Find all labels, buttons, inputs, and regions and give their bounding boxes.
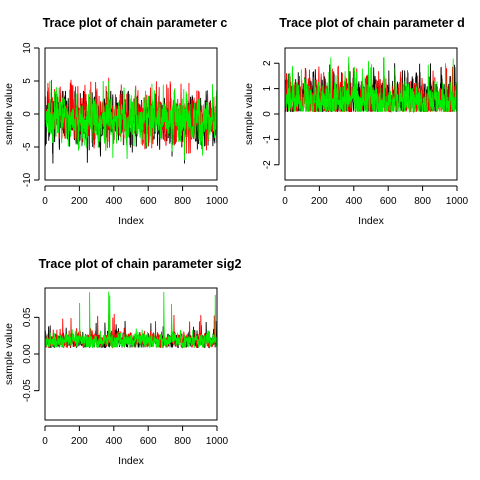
trace-line-2 bbox=[285, 65, 457, 114]
trace-line-3 bbox=[285, 56, 457, 114]
chart-title: Trace plot of chain parameter d bbox=[279, 16, 464, 30]
y-axis-label: sample value bbox=[3, 323, 15, 385]
y-tick-label: -5 bbox=[22, 142, 33, 151]
y-tick-label: -2 bbox=[262, 160, 273, 169]
x-tick-label: 800 bbox=[174, 436, 191, 447]
x-tick-label: 1000 bbox=[206, 196, 229, 207]
x-tick-label: 0 bbox=[42, 196, 48, 207]
x-tick-label: 200 bbox=[71, 196, 88, 207]
chart-panel-3: 0 200 400 600 800 1000 -0.05 0.00 0.05 Trace plot… bbox=[3, 257, 241, 467]
y-tick-label: 0 bbox=[262, 111, 273, 117]
x-tick-label: 200 bbox=[71, 436, 88, 447]
plot-box bbox=[44, 47, 218, 181]
trace-line-3 bbox=[45, 291, 217, 349]
x-tick-label: 0 bbox=[42, 436, 48, 447]
y-axis-label: sample value bbox=[243, 83, 255, 145]
chart-panel-1: 0 200 400 600 800 1000 -10 -5 0 5 10 Trace plot of … bbox=[3, 16, 229, 227]
y-tick-label: -1 bbox=[262, 135, 273, 144]
y-tick-label: 5 bbox=[22, 78, 33, 84]
x-tick-label: 1000 bbox=[446, 196, 469, 207]
chart-panel-2: 0 200 400 600 800 1000 -2 -1 0 1 2 Trace plot of ch… bbox=[243, 16, 469, 227]
y-tick-label: 0.05 bbox=[22, 307, 33, 327]
x-tick-label: 400 bbox=[105, 436, 122, 447]
x-axis-label: Index bbox=[118, 215, 144, 227]
y-tick-label: 1 bbox=[262, 85, 273, 91]
x-tick-label: 800 bbox=[414, 196, 431, 207]
y-axis-label: sample value bbox=[3, 83, 15, 145]
y-tick-label: -0.05 bbox=[22, 379, 33, 402]
chart-title: Trace plot of chain parameter sig2 bbox=[39, 257, 242, 271]
chart-title: Trace plot of chain parameter c bbox=[43, 16, 228, 30]
plot-box bbox=[284, 47, 458, 181]
trace-line-3 bbox=[45, 80, 217, 161]
y-tick-label: 0.00 bbox=[22, 344, 33, 364]
y-tick-label: 2 bbox=[262, 60, 273, 66]
x-tick-label: 600 bbox=[140, 196, 157, 207]
x-tick-label: 0 bbox=[282, 196, 288, 207]
y-tick-label: 0 bbox=[22, 111, 33, 117]
x-tick-label: 400 bbox=[345, 196, 362, 207]
x-tick-label: 800 bbox=[174, 196, 191, 207]
x-axis-label: Index bbox=[358, 215, 384, 227]
x-tick-label: 600 bbox=[140, 436, 157, 447]
x-tick-label: 1000 bbox=[206, 436, 229, 447]
y-tick-label: 10 bbox=[22, 42, 33, 54]
x-axis-label: Index bbox=[118, 455, 144, 467]
x-tick-label: 400 bbox=[105, 196, 122, 207]
x-tick-label: 200 bbox=[311, 196, 328, 207]
y-tick-label: -10 bbox=[22, 172, 33, 187]
plot-box bbox=[44, 287, 218, 421]
x-tick-label: 600 bbox=[380, 196, 397, 207]
